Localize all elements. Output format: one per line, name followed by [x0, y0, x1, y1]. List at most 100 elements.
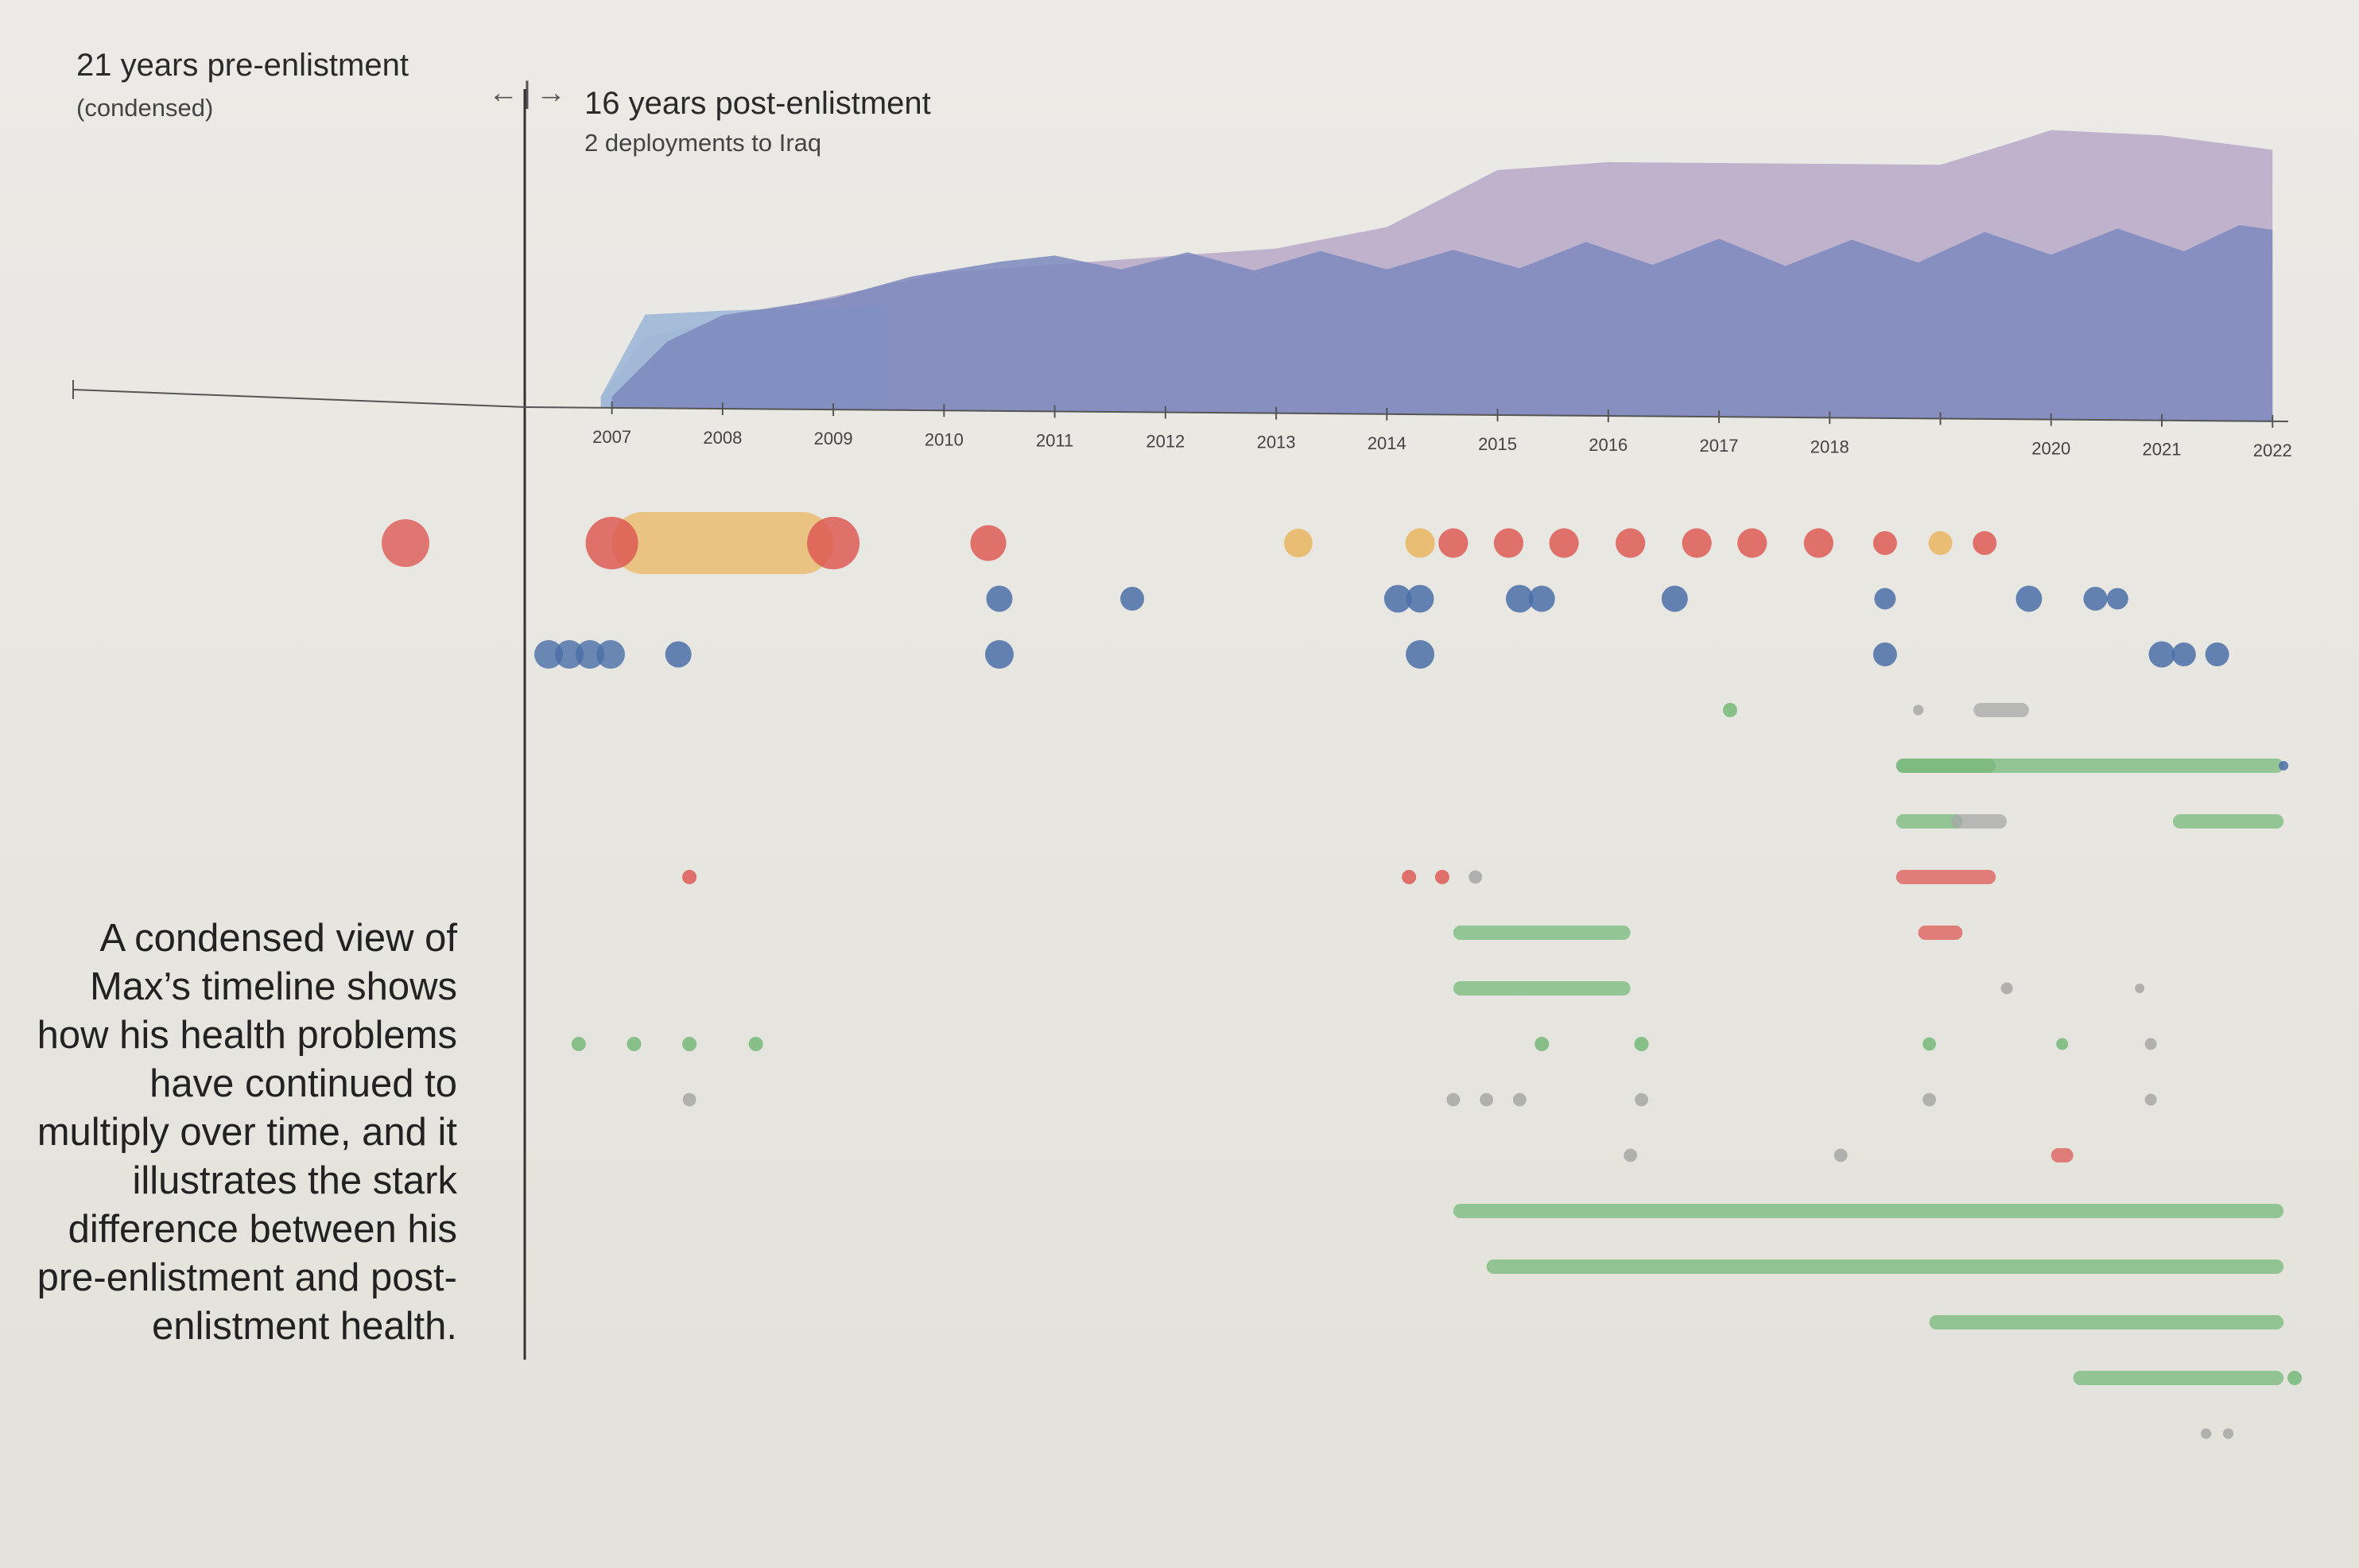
- post-enlistment-title: 16 years post-enlistment: [584, 86, 931, 121]
- condition-duration-bar: [611, 512, 834, 574]
- condition-row: [1486, 1259, 2284, 1274]
- condition-event-dot: [1528, 585, 1555, 612]
- condition-event-dot: [1406, 640, 1435, 669]
- condition-event-dot: [1616, 528, 1646, 558]
- condition-duration-bar: [1929, 1315, 2284, 1329]
- condition-row: [1895, 814, 2284, 829]
- condition-rows: [382, 512, 2303, 1439]
- condition-event-dot: [1635, 1093, 1648, 1107]
- year-tick-label: 2022: [2253, 441, 2292, 460]
- condition-event-dot: [1973, 531, 1997, 555]
- year-tick-label: 2009: [814, 429, 853, 448]
- condition-event-dot: [2106, 588, 2128, 610]
- condition-duration-bar: [1453, 981, 1631, 996]
- condition-duration-bar: [2172, 814, 2284, 829]
- condition-event-dot: [1469, 870, 1483, 884]
- condition-row: [1624, 1148, 2074, 1162]
- pre-enlistment-dot: [534, 640, 563, 669]
- year-tick-label: 2014: [1368, 433, 1406, 453]
- condition-duration-bar: [1951, 814, 2008, 829]
- condition-event-dot: [682, 1037, 697, 1051]
- condition-event-dot: [1383, 584, 1412, 613]
- condition-row: [1453, 981, 2145, 996]
- condition-event-dot: [984, 640, 1014, 669]
- condition-event-dot: [1722, 703, 1737, 717]
- year-tick-label: 2008: [703, 428, 742, 448]
- condition-event-dot: [1872, 531, 1897, 555]
- condition-row: [1453, 926, 1963, 940]
- condition-event-dot: [2287, 1371, 2303, 1385]
- year-tick-label: 2011: [1036, 430, 1073, 450]
- year-tick-label: 2007: [592, 427, 631, 447]
- condition-event-dot: [1803, 528, 1833, 558]
- condition-event-dot: [2144, 1093, 2157, 1106]
- condition-event-dot: [1434, 870, 1449, 884]
- divider-arrows: ←|→: [488, 76, 571, 110]
- condition-row: [2201, 1428, 2234, 1439]
- condition-event-dot: [2144, 1038, 2157, 1050]
- condition-duration-bar: [1895, 759, 1996, 773]
- year-tick-label: 2020: [2031, 439, 2070, 459]
- year-tick-label: 2021: [2143, 440, 2182, 460]
- condition-row: [682, 870, 1996, 884]
- condition-event-dot: [1493, 528, 1524, 558]
- condition-event-dot: [2083, 587, 2108, 611]
- area-inner: [611, 225, 2273, 421]
- year-tick-label: 2013: [1257, 433, 1296, 452]
- condition-event-dot: [1624, 1148, 1638, 1162]
- condition-event-dot: [748, 1037, 763, 1051]
- condition-duration-bar: [1918, 926, 1963, 940]
- condition-event-dot: [1928, 531, 1953, 555]
- condition-event-dot: [1872, 642, 1897, 666]
- condition-event-dot: [682, 1093, 696, 1107]
- condition-event-dot: [2016, 585, 2043, 612]
- condition-event-dot: [1405, 528, 1435, 558]
- condition-event-dot: [2056, 1038, 2069, 1050]
- condition-event-dot: [2148, 641, 2175, 668]
- condition-event-dot: [1480, 1093, 1494, 1107]
- pre-enlistment-title: 21 years pre-enlistment: [76, 48, 409, 83]
- condition-event-dot: [2000, 982, 2013, 995]
- condition-event-dot: [1406, 584, 1434, 613]
- condition-event-dot: [1535, 1037, 1550, 1051]
- condition-event-dot: [1283, 529, 1313, 557]
- condition-event-dot: [627, 1037, 642, 1051]
- condition-event-dot: [1923, 1093, 1936, 1107]
- condition-event-dot: [2222, 1428, 2234, 1439]
- condition-duration-bar: [2051, 1148, 2074, 1162]
- condition-row: [1722, 703, 2029, 717]
- year-tick-label: 2018: [1810, 437, 1849, 456]
- condition-duration-bar: [1895, 870, 1996, 884]
- condition-row: [1895, 759, 2289, 773]
- condition-event-dot: [1833, 1148, 1848, 1162]
- condition-event-dot: [2171, 642, 2196, 666]
- condition-event-dot: [1913, 704, 1924, 716]
- year-tick-label: 2010: [925, 429, 964, 449]
- condition-duration-bar: [1453, 926, 1631, 940]
- condition-event-dot: [571, 1037, 586, 1051]
- pre-enlistment-dot: [596, 640, 625, 669]
- condition-event-dot: [2279, 761, 2289, 770]
- condition-event-dot: [2135, 984, 2145, 993]
- pre-enlistment-dot: [576, 640, 604, 669]
- year-ticks: 2007 2008 2009 2010 2011 2012 2013 2014 2015 2016…: [592, 401, 2292, 460]
- year-tick-label: 2016: [1589, 435, 1628, 455]
- condition-event-dot: [807, 517, 860, 569]
- condition-row: [382, 512, 1997, 574]
- condition-event-dot: [1661, 585, 1688, 612]
- condition-row: [1929, 1315, 2284, 1329]
- condition-event-dot: [1438, 528, 1469, 558]
- condition-event-dot: [1682, 528, 1712, 558]
- pre-enlistment-dot: [555, 640, 584, 669]
- condition-event-dot: [665, 641, 692, 668]
- timeline-axis-post: [524, 406, 2289, 422]
- year-tick-label: 2012: [1146, 432, 1185, 452]
- year-tick-label: 2015: [1478, 434, 1517, 454]
- condition-row: [682, 1093, 2157, 1107]
- condition-event-dot: [1923, 1037, 1936, 1051]
- figure-caption: A condensed view of Max’s timeline shows…: [37, 917, 457, 1348]
- year-tick-label: 2017: [1700, 436, 1739, 456]
- condition-row: [1453, 1204, 2284, 1218]
